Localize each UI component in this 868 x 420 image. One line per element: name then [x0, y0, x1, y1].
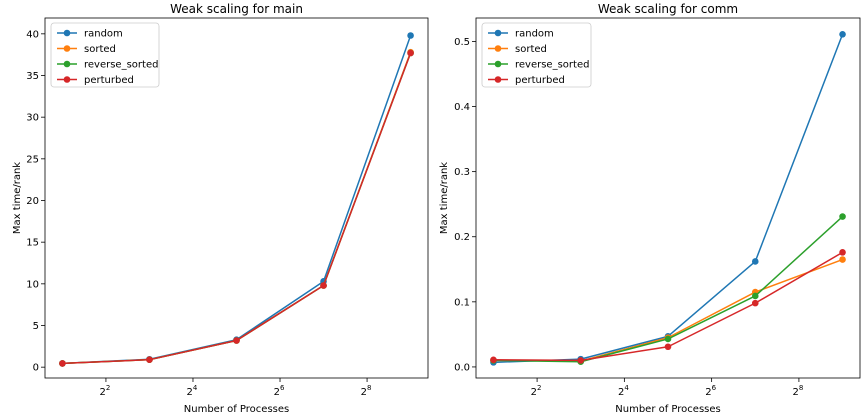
y-tick-label: 0.2 — [454, 232, 470, 243]
y-tick-label: 0.0 — [454, 362, 470, 373]
y-tick-label: 40 — [26, 29, 39, 40]
chart-title: Weak scaling for main — [170, 2, 303, 16]
legend-label-reverse_sorted: reverse_sorted — [84, 60, 158, 71]
chart-title: Weak scaling for comm — [598, 2, 738, 16]
data-point-perturbed — [407, 49, 414, 57]
legend-label-random: random — [84, 29, 123, 40]
x-tick-base: 2 — [618, 387, 624, 398]
x-tick-exponent: 4 — [193, 384, 198, 392]
series-line-sorted — [62, 51, 412, 365]
legend-marker-perturbed — [494, 76, 502, 83]
x-axis-label: Number of Processes — [184, 404, 289, 415]
y-tick-label: 10 — [26, 279, 39, 290]
legend-marker-reverse_sorted — [63, 60, 71, 68]
data-point-perturbed — [577, 357, 585, 364]
legend-label-sorted: sorted — [84, 44, 116, 55]
data-point-reverse_sorted — [664, 335, 672, 343]
x-axis-label: Number of Processes — [615, 404, 720, 415]
data-point-perturbed — [146, 356, 153, 363]
x-tick-exponent: 2 — [537, 384, 541, 392]
data-point-perturbed — [751, 299, 759, 307]
y-tick-label: 0 — [33, 363, 39, 374]
y-tick-label: 0.4 — [454, 102, 470, 113]
x-tick-exponent: 6 — [712, 384, 717, 392]
y-tick-label: 30 — [26, 113, 39, 124]
x-tick-base: 2 — [531, 387, 537, 398]
x-tick-base: 2 — [705, 387, 711, 398]
legend-marker-reverse_sorted — [494, 60, 502, 68]
y-tick-label: 25 — [26, 154, 39, 165]
legend-marker-sorted — [494, 45, 502, 52]
y-tick-label: 0.3 — [454, 167, 470, 178]
data-point-random — [407, 32, 414, 39]
legend: random sorted reverse_sorted perturbed — [481, 22, 592, 88]
y-tick-label: 0.1 — [454, 297, 470, 308]
data-point-random — [751, 258, 759, 265]
y-tick-label: 0.5 — [454, 37, 470, 48]
data-point-perturbed — [490, 356, 497, 364]
data-point-sorted — [839, 256, 846, 263]
data-point-perturbed — [320, 282, 327, 289]
legend-marker-perturbed — [63, 76, 71, 83]
x-tick-label: 26 — [274, 384, 285, 398]
x-tick-base: 2 — [274, 387, 280, 398]
legend-label-perturbed: perturbed — [515, 75, 565, 86]
y-axis-label: Max time/rank — [439, 162, 450, 234]
legend-marker-random — [63, 29, 71, 37]
x-tick-base: 2 — [187, 387, 193, 398]
data-point-perturbed — [664, 343, 672, 351]
legend-marker-sorted — [63, 45, 71, 52]
x-tick-exponent: 4 — [624, 384, 629, 392]
plot-frame — [475, 17, 861, 379]
x-tick-label: 22 — [531, 384, 542, 398]
data-point-reverse_sorted — [751, 292, 759, 300]
x-tick-base: 2 — [100, 387, 106, 398]
data-point-perturbed — [839, 249, 846, 256]
x-tick-exponent: 8 — [367, 384, 371, 392]
x-tick-exponent: 6 — [280, 384, 285, 392]
x-tick-exponent: 2 — [106, 384, 110, 392]
y-tick-label: 15 — [26, 238, 39, 249]
y-tick-label: 5 — [33, 321, 39, 332]
legend-marker-random — [494, 29, 502, 37]
x-tick-label: 28 — [361, 384, 372, 398]
chart-comm: Weak scaling for comm 0.0 0.1 0.2 0.3 0.4 0.5 2… — [439, 2, 861, 415]
y-axis-label: Max time/rank — [12, 162, 23, 234]
series-line-perturbed — [62, 52, 412, 365]
legend-label-random: random — [515, 29, 554, 40]
x-tick-label: 22 — [100, 384, 111, 398]
x-tick-label: 24 — [187, 384, 198, 398]
legend-box — [50, 22, 160, 88]
data-point-perturbed — [59, 360, 66, 367]
legend-label-sorted: sorted — [515, 44, 547, 55]
data-point-random — [839, 30, 846, 38]
series-line-reverse_sorted — [62, 52, 412, 365]
x-tick-label: 24 — [618, 384, 629, 398]
legend-label-perturbed: perturbed — [84, 75, 134, 86]
x-tick-label: 26 — [705, 384, 716, 398]
x-tick-exponent: 8 — [799, 384, 803, 392]
y-tick-label: 35 — [26, 71, 39, 82]
x-tick-base: 2 — [361, 387, 367, 398]
plot-frame — [44, 17, 429, 379]
legend-label-reverse_sorted: reverse_sorted — [515, 60, 589, 71]
data-point-perturbed — [233, 337, 240, 344]
data-point-reverse_sorted — [839, 213, 846, 220]
legend-box — [481, 22, 592, 88]
y-tick-label: 20 — [26, 196, 39, 207]
x-tick-label: 28 — [792, 384, 803, 398]
x-tick-base: 2 — [792, 387, 798, 398]
legend: random sorted reverse_sorted perturbed — [50, 22, 160, 88]
